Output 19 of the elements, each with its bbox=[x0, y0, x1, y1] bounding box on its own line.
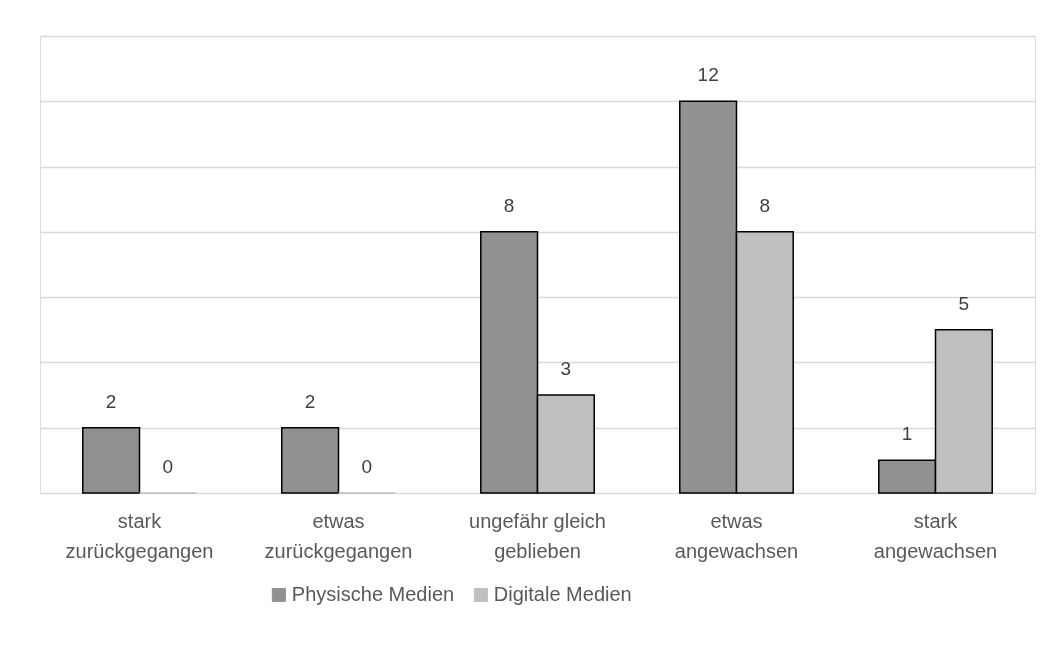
data-label: 0 bbox=[162, 456, 174, 477]
x-tick-label: stark zurückgegangen bbox=[65, 509, 214, 562]
data-label: 8 bbox=[503, 194, 515, 216]
data-label: 12 bbox=[697, 64, 719, 86]
legend-label: Digitale Medien bbox=[493, 583, 632, 605]
data-label: 2 bbox=[105, 390, 117, 412]
bar bbox=[281, 426, 340, 494]
x-tick-label: stark angewachsen bbox=[873, 509, 998, 562]
data-label: 3 bbox=[560, 358, 572, 380]
x-tick-label: ungefähr gleich geblieben bbox=[469, 509, 606, 562]
data-label: 1 bbox=[901, 423, 913, 445]
legend-label: Physische Medien bbox=[291, 583, 455, 605]
x-tick-label: etwas angewachsen bbox=[674, 509, 799, 562]
data-label: 5 bbox=[958, 292, 970, 314]
bar bbox=[82, 426, 141, 494]
data-label: 2 bbox=[304, 390, 316, 412]
data-label: 8 bbox=[759, 194, 771, 216]
x-tick-label: etwas zurückgegangen bbox=[264, 509, 413, 562]
data-label: 0 bbox=[361, 456, 373, 477]
